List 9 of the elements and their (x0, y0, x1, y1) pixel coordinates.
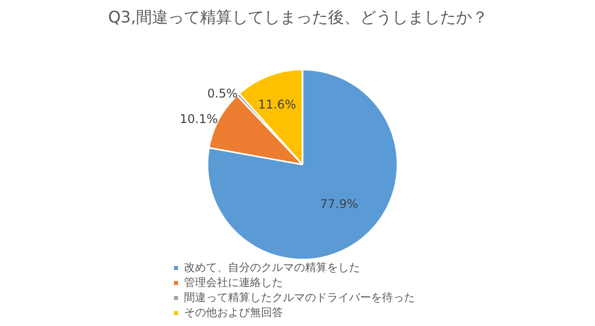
data-label: 11.6% (258, 97, 296, 112)
legend-label: 改めて、自分のクルマの精算をした (184, 260, 360, 275)
data-label: 77.9% (320, 197, 358, 212)
legend-label: 管理会社に連絡した (184, 275, 283, 290)
data-label: 10.1% (180, 112, 218, 126)
legend-label: 間違って精算したクルマのドライバーを待った (184, 290, 415, 305)
chart-title: Q3,間違って精算してしまった後、どうしましたか？ (108, 8, 488, 26)
legend-label: その他および無回答 (184, 305, 283, 320)
data-label: 0.5% (207, 86, 238, 101)
